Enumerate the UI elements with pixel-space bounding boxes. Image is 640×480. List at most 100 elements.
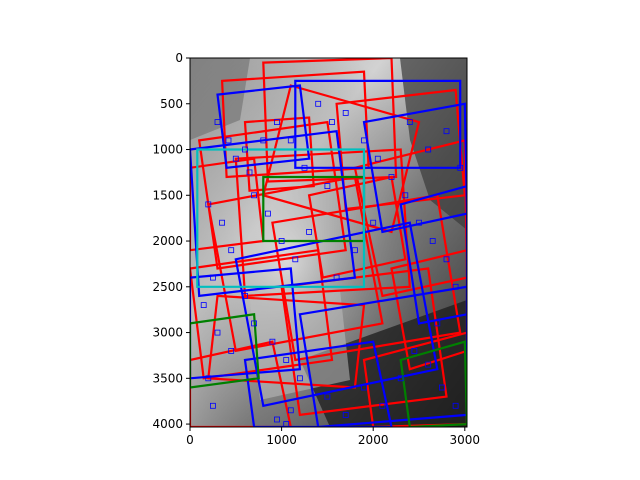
keypoint-9 [214,329,221,336]
keypoint-11 [205,375,212,382]
y-tick-label: 3000 [152,326,183,340]
keypoint-10 [228,347,235,354]
box-green-28 [399,340,467,427]
keypoint-13 [251,192,258,199]
box-blue-21 [298,285,467,427]
keypoint-29 [434,320,441,327]
x-axis-ticks: 0 1000 2000 3000 [186,427,480,447]
keypoint-36 [296,375,303,382]
keypoint-34 [342,411,349,418]
box-red-10 [190,340,292,427]
box-green-29 [190,313,260,389]
y-tick-label: 0 [175,51,183,65]
x-tick-label: 1000 [266,433,297,447]
box-red-8 [353,138,467,298]
keypoint-43 [370,219,377,226]
box-blue-20 [234,221,439,408]
keypoint-18 [315,100,322,107]
keypoint-22 [374,155,381,162]
y-tick-label: 500 [160,97,183,111]
keypoint-53 [457,164,464,171]
keypoint-45 [301,164,308,171]
keypoint-8 [200,302,207,309]
box-blue-24 [243,340,393,427]
keypoint-37 [283,357,290,363]
keypoint-3 [246,169,253,176]
keypoint-4 [205,201,212,208]
keypoint-2 [232,155,239,162]
keypoint-31 [397,375,404,382]
keypoint-21 [361,137,367,144]
box-red-0 [262,58,398,183]
keypoint-17 [306,228,313,235]
plot-frame [189,57,468,428]
keypoint-44 [324,183,331,190]
keypoint-49 [242,146,248,153]
keypoint-1 [225,137,232,144]
keypoint-47 [274,119,280,125]
keypoint-14 [264,210,271,217]
box-red-9 [280,267,448,417]
keypoint-7 [209,274,216,281]
box-blue-23 [362,102,467,234]
x-tick-label: 2000 [358,433,389,447]
keypoint-28 [452,283,459,290]
keypoint-30 [411,347,418,354]
box-red-13 [390,249,467,371]
keypoint-58 [438,384,445,391]
keypoint-42 [351,247,358,254]
keypoint-48 [260,137,267,144]
box-blue-22 [190,267,302,380]
keypoint-50 [406,119,413,125]
keypoint-6 [228,247,235,254]
keypoint-40 [242,292,248,299]
box-red-14 [243,116,315,192]
box-red-4 [234,148,411,298]
box-blue-19 [190,129,357,298]
y-tick-label: 3500 [152,371,183,385]
keypoint-27 [443,256,450,263]
x-tick-label: 0 [186,433,194,447]
y-tick-label: 1000 [152,143,183,157]
x-tick-label: 3000 [450,433,481,447]
y-tick-label: 1500 [152,188,183,202]
y-tick-label: 2000 [152,234,183,248]
keypoint-38 [269,338,276,345]
y-axis-ticks: 0 500 1000 1500 2000 2500 3000 3500 4000 [152,51,190,431]
grayscale-photo-background [190,58,467,427]
box-red-7 [190,248,334,380]
keypoint-39 [251,320,258,327]
keypoint-46 [287,137,294,144]
keypoint-20 [342,110,349,116]
keypoint-markers [200,100,464,427]
keypoint-25 [416,219,422,226]
keypoint-57 [425,361,432,368]
keypoint-41 [333,274,340,281]
keypoint-35 [324,393,331,400]
keypoint-32 [379,402,386,409]
keypoint-5 [219,219,226,226]
y-tick-label: 2500 [152,280,183,294]
box-red-2 [261,84,421,234]
keypoint-55 [287,407,294,414]
keypoint-56 [274,416,280,423]
keypoint-59 [452,402,459,409]
keypoint-15 [278,238,285,244]
y-tick-label: 4000 [152,417,183,431]
keypoint-12 [209,402,216,409]
box-blue-18 [294,79,462,169]
keypoint-19 [329,119,335,125]
keypoint-33 [361,384,367,391]
keypoint-23 [388,174,395,180]
keypoint-26 [429,238,436,244]
keypoint-52 [443,128,450,135]
keypoint-24 [402,192,409,199]
keypoint-16 [292,256,299,263]
box-blue-25 [399,184,467,325]
keypoint-0 [214,119,221,125]
keypoint-51 [425,146,432,153]
box-overlays [190,58,467,427]
box-cyan-30 [196,148,366,288]
box-blue-26 [216,84,311,170]
